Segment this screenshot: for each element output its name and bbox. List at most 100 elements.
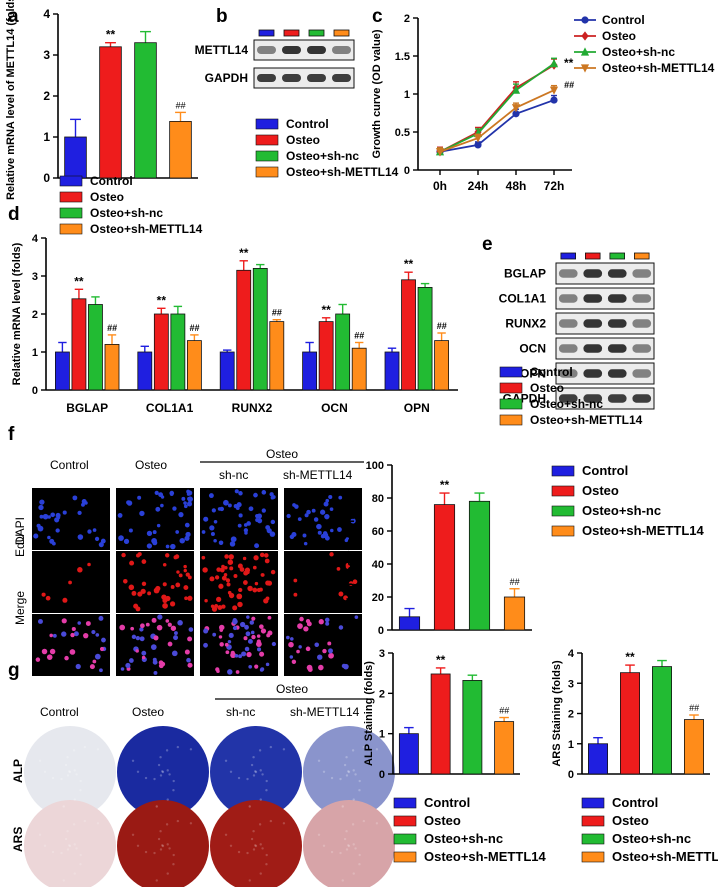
cell-nucleus: [245, 631, 251, 637]
cell-nucleus: [324, 514, 330, 520]
ars-speckle: [73, 843, 76, 846]
legend-e-swatch: [499, 414, 523, 426]
ars-speckle: [159, 829, 162, 833]
d-bar: [401, 279, 416, 391]
cell-nucleus: [210, 531, 215, 536]
cell-nucleus: [218, 540, 224, 545]
ars-speckle: [250, 837, 254, 841]
cell-nucleus: [141, 559, 147, 564]
alp-speckle: [265, 779, 268, 783]
blot-row-frame: [253, 67, 355, 89]
a-ytick-label: 0: [43, 171, 50, 185]
cell-nucleus: [202, 567, 208, 573]
cell-nucleus: [293, 592, 298, 597]
ars-speckle: [269, 819, 273, 823]
blot-row-frame: [253, 39, 355, 61]
cell-nucleus: [152, 530, 157, 535]
blot-band: [607, 394, 627, 403]
cell-nucleus: [257, 647, 262, 652]
cell-nucleus: [91, 630, 96, 635]
cell-nucleus: [179, 537, 185, 544]
d-category-label: COL1A1: [146, 401, 194, 415]
legend-b-label: Osteo+sh-nc: [286, 149, 359, 163]
cell-nucleus: [62, 597, 68, 603]
ars-speckle: [352, 872, 355, 875]
cell-nucleus: [95, 633, 100, 637]
legend-d-label: Osteo+sh-nc: [90, 206, 163, 220]
blot-lane-marker: [560, 252, 577, 260]
alp-speckle: [96, 748, 100, 751]
cell-nucleus: [120, 667, 125, 671]
cell-nucleus: [213, 520, 218, 524]
legend-c-label: Osteo+sh-nc: [602, 45, 675, 59]
alp-speckle: [229, 770, 233, 773]
blot-band: [632, 394, 652, 403]
ars-speckle: [237, 850, 241, 854]
cell-nucleus: [201, 555, 206, 560]
cell-nucleus: [270, 569, 276, 575]
cell-nucleus: [153, 587, 160, 594]
blot-row-label: BGLAP: [504, 267, 546, 281]
cell-nucleus: [317, 654, 323, 660]
cell-nucleus: [211, 606, 218, 612]
d-bar: [55, 351, 70, 391]
legend-g2-label: Osteo+sh-nc: [612, 831, 691, 846]
alp-speckle: [343, 763, 347, 767]
cell-nucleus: [341, 663, 347, 669]
cell-nucleus: [227, 669, 233, 675]
panel-letter-a: a: [8, 6, 19, 27]
chart-c: 0 0.5 1 1.5 2 Growth curve (OD value) 0h 24h 48h…: [371, 13, 574, 193]
alp-speckle: [347, 770, 350, 773]
alp-speckle: [72, 749, 76, 752]
cell-nucleus: [183, 501, 187, 505]
cell-nucleus: [247, 638, 253, 644]
cell-nucleus: [183, 568, 187, 573]
legend-g2-swatch: [581, 797, 605, 809]
blot-band: [583, 319, 603, 328]
legend-g1-label: Osteo: [424, 813, 461, 828]
d-ytick-label: 3: [32, 271, 38, 283]
alp-speckle: [161, 770, 164, 773]
blot-band: [558, 294, 578, 303]
blot-lane-marker: [283, 29, 300, 37]
d-sig-hash: ##: [437, 321, 447, 331]
cell-nucleus: [317, 530, 322, 535]
d-category-label: BGLAP: [66, 401, 108, 415]
alp-speckle: [68, 770, 71, 773]
cell-nucleus: [185, 572, 190, 577]
cell-nucleus: [298, 645, 302, 649]
alp-speckle: [131, 759, 135, 762]
legend-b-label: Osteo+sh-METTL14: [286, 165, 399, 179]
ars-speckle: [224, 833, 228, 836]
g-col-control: Control: [40, 705, 79, 719]
cell-nucleus: [228, 632, 234, 638]
alp-speckle: [330, 776, 334, 780]
f-bar-2: [468, 500, 491, 631]
legend-d-swatch: [59, 207, 83, 219]
cell-nucleus: [203, 642, 208, 648]
cell-nucleus: [99, 646, 105, 652]
blot-band: [332, 74, 351, 82]
ars-speckle: [79, 853, 82, 857]
cell-nucleus: [229, 541, 236, 547]
c-sig-mark: **: [564, 56, 574, 70]
f-group-osteo: Osteo: [266, 447, 298, 461]
cell-nucleus: [216, 567, 221, 572]
alp-speckle: [339, 777, 342, 781]
d-ytick-label: 1: [32, 347, 38, 359]
cell-nucleus: [141, 581, 147, 587]
cell-nucleus: [266, 633, 271, 638]
cell-nucleus: [174, 631, 178, 635]
cell-nucleus: [261, 508, 266, 513]
alp-speckle: [269, 745, 273, 749]
c-ytick-label: 2: [404, 13, 410, 25]
a-ytick-label: 2: [43, 89, 50, 103]
blot-band: [307, 46, 326, 54]
cell-nucleus: [236, 593, 243, 600]
cell-nucleus: [238, 654, 243, 659]
alp-speckle: [317, 759, 321, 762]
cell-nucleus: [249, 620, 255, 625]
alp-speckle: [136, 770, 140, 773]
cell-nucleus: [266, 528, 272, 534]
cell-nucleus: [187, 595, 193, 601]
